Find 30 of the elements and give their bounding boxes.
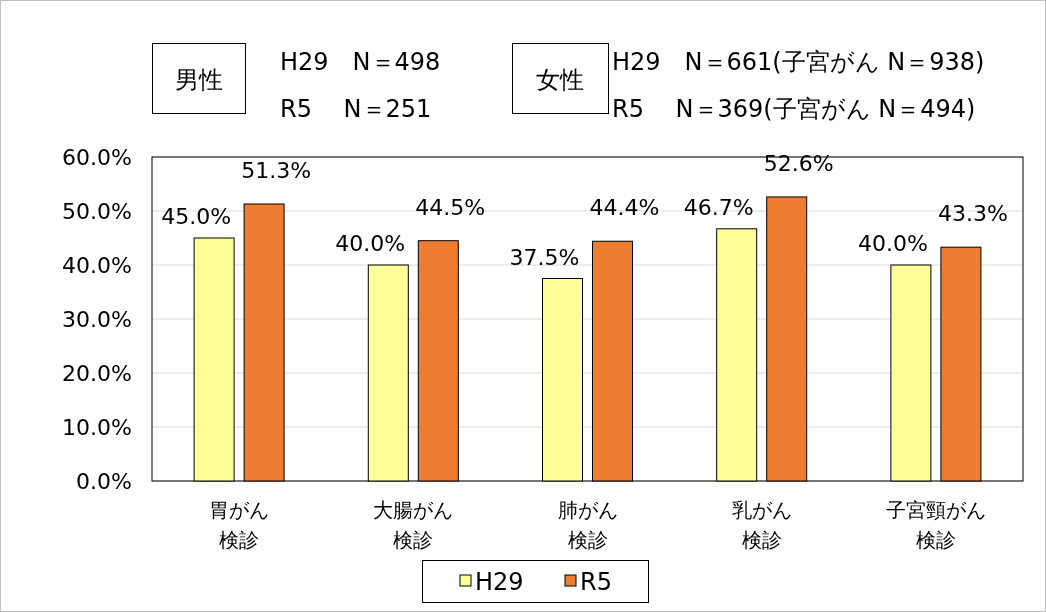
data-label: 46.7%: [683, 194, 754, 220]
x-tick-label: 乳がん検診: [731, 498, 792, 552]
legend-label: H29: [475, 568, 524, 596]
data-label: 51.3%: [241, 157, 312, 183]
data-label: 40.0%: [857, 231, 928, 256]
y-tick-label: 10.0%: [62, 415, 132, 440]
data-label: 52.6%: [763, 150, 834, 176]
y-tick-label: 40.0%: [62, 253, 132, 278]
text: R5 N＝251: [280, 95, 432, 123]
text: R5 N＝369(子宮がん N＝494): [612, 95, 976, 123]
legend-label: R5: [580, 568, 612, 596]
text: 女性: [536, 66, 584, 94]
data-label: 40.0%: [335, 231, 406, 256]
x-tick-label: 子宮頸がん検診: [885, 498, 986, 552]
x-tick-label: 肺がん検診: [557, 498, 618, 552]
text: 男性: [175, 66, 223, 94]
y-tick-label: 30.0%: [62, 307, 132, 332]
data-label: 43.3%: [937, 201, 1008, 227]
data-label: 44.4%: [589, 195, 660, 221]
y-tick-label: 0.0%: [76, 469, 132, 494]
text: H29 N＝661(子宮がん N＝938): [612, 48, 985, 76]
x-tick-label: 大腸がん検診: [373, 498, 454, 552]
data-label: 45.0%: [161, 204, 232, 229]
y-tick-label: 50.0%: [62, 199, 132, 224]
data-label: 37.5%: [509, 244, 580, 270]
x-tick-label: 胃がん検診: [209, 498, 270, 552]
text: H29 N＝498: [280, 48, 441, 76]
data-label: 44.5%: [415, 194, 486, 220]
y-tick-label: 60.0%: [62, 145, 132, 170]
y-tick-label: 20.0%: [62, 361, 132, 386]
